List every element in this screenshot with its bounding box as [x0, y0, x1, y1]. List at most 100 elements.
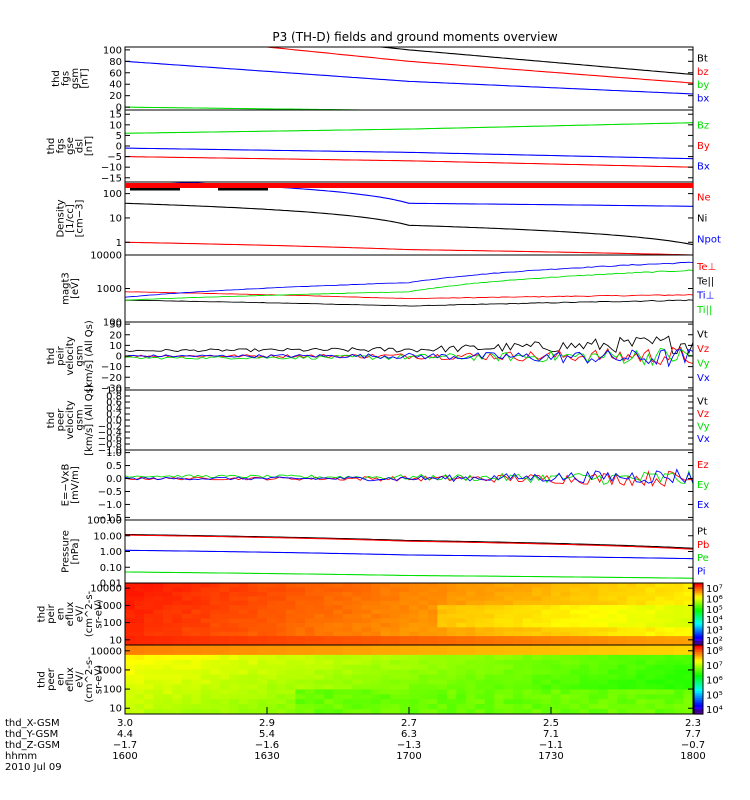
- spectrogram-cell: [172, 704, 183, 710]
- spectrogram-cell: [276, 636, 287, 642]
- colorbar-swatch: [694, 672, 703, 676]
- spectrogram-cell: [314, 674, 325, 681]
- spectrogram-cell: [295, 704, 306, 710]
- spectrogram-cell: [579, 640, 590, 645]
- spectrogram-cell: [541, 649, 552, 656]
- spectrogram-cell: [390, 614, 401, 619]
- spectrogram-cell: [210, 627, 221, 633]
- spectrogram-cell: [655, 591, 666, 597]
- spectrogram-cell: [636, 679, 647, 685]
- spectrogram-cell: [143, 600, 154, 606]
- spectrogram-cell: [664, 645, 675, 651]
- spectrogram-cell: [181, 659, 192, 666]
- spectrogram-cell: [323, 618, 334, 624]
- spectrogram-cell: [134, 631, 145, 637]
- spectrogram-cell: [143, 664, 154, 671]
- spectrogram-cell: [569, 654, 580, 661]
- spectrogram-cell: [200, 622, 211, 628]
- colorbar-swatch: [694, 642, 703, 646]
- spectrogram-cell: [134, 684, 145, 690]
- x-axis-value: 2.5: [543, 718, 559, 729]
- spectrogram-cell: [333, 659, 344, 666]
- spectrogram-cell: [409, 627, 420, 633]
- spectrogram-cell: [248, 618, 259, 624]
- spectrogram-cell: [617, 684, 628, 690]
- spectrogram-cell: [390, 664, 401, 671]
- y-tick-label: −30: [101, 383, 122, 394]
- spectrogram-cell: [484, 689, 495, 695]
- spectrogram-cell: [210, 645, 221, 651]
- spectrogram-cell: [342, 609, 353, 615]
- spectrogram-cell: [153, 679, 164, 685]
- spectrogram-cell: [541, 659, 552, 666]
- spectrogram-cell: [333, 609, 344, 615]
- spectrogram-cell: [267, 636, 278, 642]
- spectrogram-cell: [219, 699, 230, 705]
- spectrogram-cell: [191, 649, 202, 656]
- spectrogram-cell: [456, 587, 467, 593]
- spectrogram-cell: [153, 614, 164, 619]
- spectrogram-cell: [134, 699, 145, 705]
- spectrogram-cell: [333, 664, 344, 671]
- spectrogram-cell: [143, 674, 154, 681]
- spectrogram-cell: [143, 605, 154, 611]
- panel-vi: 3020100−10−20−30thdpeirvelocitygsm[km/s]…: [46, 320, 710, 395]
- spectrogram-cell: [588, 669, 599, 676]
- spectrogram-cell: [664, 631, 675, 637]
- spectrogram-cell: [371, 600, 382, 606]
- spectrogram-cell: [172, 600, 183, 606]
- spectrogram-cell: [257, 605, 268, 611]
- spectrogram-cell: [342, 664, 353, 671]
- colorbar-swatch: [694, 593, 703, 596]
- spectrogram-cell: [465, 640, 476, 645]
- spectrogram-cell: [399, 631, 410, 637]
- colorbar-swatch: [694, 688, 703, 692]
- spectrogram-cell: [418, 614, 429, 619]
- spectrogram-cell: [181, 614, 192, 619]
- spectrogram-cell: [446, 654, 457, 661]
- spectrogram-cell: [238, 679, 249, 685]
- spectrogram-cell: [285, 591, 296, 597]
- spectrogram-cell: [446, 709, 457, 714]
- spectrogram-cell: [210, 640, 221, 645]
- spectrogram-cell: [683, 640, 693, 645]
- spectrogram-cell: [390, 669, 401, 676]
- spectrogram-cell: [655, 640, 666, 645]
- spectrogram-cell: [267, 596, 278, 602]
- legend-entry: Vx: [697, 373, 710, 384]
- spectrogram-cell: [418, 659, 429, 666]
- spectrogram-cell: [645, 609, 656, 615]
- y-tick-label: 100: [103, 45, 122, 56]
- spectrogram-cell: [371, 679, 382, 685]
- spectrogram-cell: [418, 689, 429, 695]
- spectrogram-cell: [418, 704, 429, 710]
- spectrogram-cell: [285, 622, 296, 628]
- spectrogram-cell: [437, 704, 448, 710]
- spectrogram-cell: [674, 596, 685, 602]
- spectrogram-cell: [569, 591, 580, 597]
- spectrogram-cell: [162, 622, 173, 628]
- spectrogram-cell: [361, 587, 372, 593]
- spectrogram-cell: [390, 709, 401, 714]
- colorbar-swatch: [694, 677, 703, 681]
- spectrogram-cell: [484, 709, 495, 714]
- spectrogram-cell: [210, 659, 221, 666]
- spectrogram-cell: [238, 654, 249, 661]
- spectrogram-cell: [446, 596, 457, 602]
- spectrogram-cell: [172, 684, 183, 690]
- spectrogram-cell: [513, 684, 524, 690]
- spectrogram-cell: [333, 704, 344, 710]
- spectrogram-cell: [134, 709, 145, 714]
- spectrogram-cell: [409, 622, 420, 628]
- spectrogram-cell: [427, 669, 438, 676]
- y-tick-label: −20: [101, 373, 122, 384]
- spectrogram-cell: [569, 694, 580, 700]
- spectrogram-cell: [342, 605, 353, 611]
- spectrogram-cell: [465, 587, 476, 593]
- spectrogram-cell: [494, 645, 505, 651]
- spectrogram-cell: [655, 614, 666, 619]
- spectrogram-cell: [323, 649, 334, 656]
- spectrogram-cell: [390, 618, 401, 624]
- spectrogram-cell: [446, 627, 457, 633]
- spectrogram-cell: [598, 699, 609, 705]
